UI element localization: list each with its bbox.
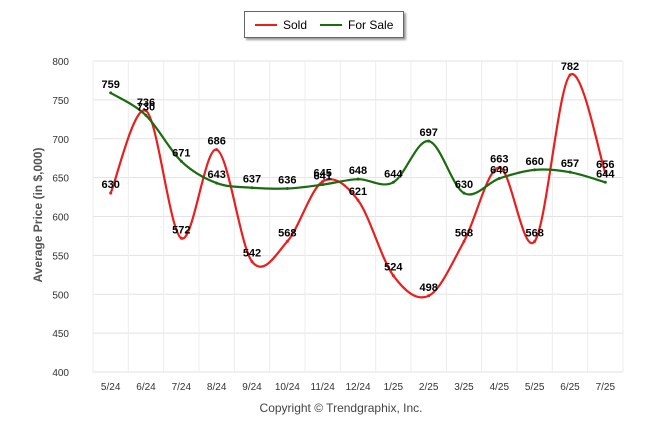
data-label-sold: 498 (419, 282, 437, 294)
point-sold (321, 180, 325, 184)
point-for-sale (285, 187, 289, 191)
data-label-sold: 736 (137, 97, 155, 109)
x-tick-label: 2/25 (419, 382, 439, 393)
point-for-sale (603, 180, 607, 184)
x-tick-label: 12/24 (345, 382, 370, 393)
point-sold (356, 198, 360, 202)
point-for-sale (568, 170, 572, 174)
chart-legend: Sold For Sale (244, 11, 404, 38)
data-label-for-sale: 730 (137, 101, 155, 113)
point-sold (603, 171, 607, 175)
data-label-sold: 524 (384, 262, 403, 274)
data-label-sold: 686 (207, 136, 225, 148)
x-tick-label: 10/24 (275, 382, 300, 393)
point-for-sale (179, 159, 183, 163)
data-label-for-sale: 636 (278, 175, 296, 187)
x-tick-label: 11/24 (311, 382, 336, 393)
point-for-sale (109, 91, 113, 95)
data-label-sold: 782 (561, 61, 579, 73)
point-for-sale (321, 183, 325, 187)
point-sold (250, 260, 254, 264)
data-label-sold: 568 (455, 227, 473, 239)
x-tick-label: 7/25 (596, 382, 616, 393)
data-label-for-sale: 637 (243, 174, 261, 186)
point-for-sale (356, 177, 360, 181)
data-label-sold: 568 (525, 227, 543, 239)
point-sold (462, 239, 466, 243)
legend-item-for-sale[interactable]: For Sale (320, 18, 393, 32)
y-tick-label: 650 (52, 174, 69, 185)
data-label-sold: 621 (349, 186, 367, 198)
x-tick-label: 8/24 (207, 382, 227, 393)
data-label-sold: 630 (101, 179, 119, 191)
legend-item-sold[interactable]: Sold (255, 18, 307, 32)
data-label-sold: 645 (313, 168, 331, 180)
x-tick-label: 3/25 (454, 382, 474, 393)
point-sold (391, 274, 395, 278)
point-sold (427, 294, 431, 298)
legend-label-sold: Sold (283, 17, 308, 32)
y-tick-label: 750 (52, 96, 69, 107)
x-tick-label: 1/25 (384, 382, 404, 393)
x-tick-label: 4/25 (490, 382, 510, 393)
x-tick-label: 5/25 (525, 382, 545, 393)
y-tick-label: 450 (52, 329, 69, 340)
data-label-sold: 542 (243, 248, 261, 260)
y-tick-label: 550 (52, 251, 69, 262)
data-label-for-sale: 660 (525, 156, 543, 168)
data-label-sold: 656 (596, 159, 614, 171)
copyright-text: Copyright © Trendgraphix, Inc. (259, 401, 423, 415)
x-tick-label: 9/24 (242, 382, 262, 393)
point-for-sale (144, 113, 148, 117)
data-label-for-sale: 657 (561, 158, 579, 170)
point-sold (215, 148, 219, 152)
y-tick-label: 400 (52, 368, 69, 379)
point-for-sale (427, 139, 431, 143)
data-label-for-sale: 671 (172, 147, 190, 159)
y-axis-label: Average Price (in $,000) (31, 147, 45, 283)
data-label-for-sale: 641 (313, 171, 331, 183)
data-label-sold: 663 (490, 154, 508, 166)
point-for-sale (250, 186, 254, 190)
data-label-for-sale: 759 (101, 79, 119, 91)
data-label-sold: 572 (172, 224, 190, 236)
point-sold (497, 166, 501, 170)
data-label-for-sale: 644 (384, 168, 403, 180)
point-for-sale (215, 181, 219, 185)
point-for-sale (462, 191, 466, 195)
x-tick-label: 5/24 (101, 382, 121, 393)
x-tick-label: 6/25 (560, 382, 580, 393)
x-tick-label: 6/24 (136, 382, 156, 393)
point-sold (568, 73, 572, 77)
data-label-for-sale: 644 (596, 168, 615, 180)
point-sold (285, 239, 289, 243)
x-tick-label: 7/24 (172, 382, 192, 393)
point-sold (533, 239, 537, 243)
point-sold (109, 191, 113, 195)
point-for-sale (497, 176, 501, 180)
point-for-sale (391, 180, 395, 184)
point-sold (179, 236, 183, 240)
point-for-sale (533, 168, 537, 172)
data-label-for-sale: 649 (490, 164, 508, 176)
legend-swatch-for-sale (320, 23, 343, 26)
data-label-for-sale: 648 (349, 165, 367, 177)
data-label-for-sale: 630 (455, 179, 473, 191)
legend-swatch-sold (255, 23, 277, 26)
data-label-for-sale: 697 (419, 127, 437, 139)
data-label-for-sale: 643 (207, 169, 225, 181)
y-tick-label: 800 (52, 57, 69, 68)
data-label-sold: 568 (278, 227, 296, 239)
point-sold (144, 109, 148, 113)
legend-label-for-sale: For Sale (348, 17, 394, 32)
y-tick-label: 600 (52, 213, 69, 224)
y-tick-label: 500 (52, 290, 69, 301)
y-tick-label: 700 (52, 135, 69, 146)
